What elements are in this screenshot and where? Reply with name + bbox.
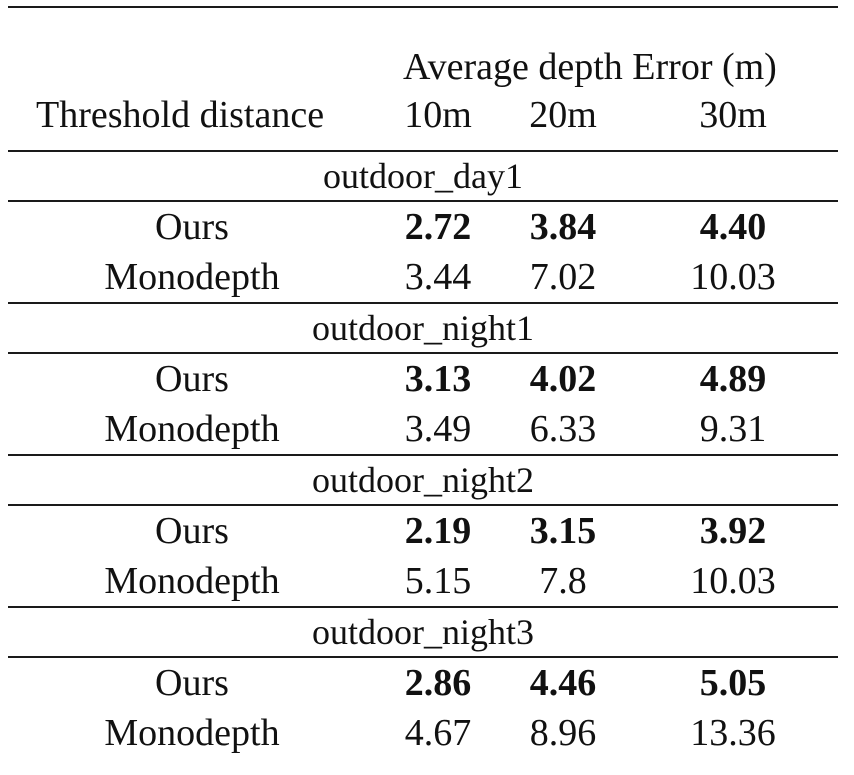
section-rule (8, 454, 838, 456)
method-name: Ours (155, 206, 229, 248)
method-name: Monodepth (104, 256, 280, 298)
section-name: outdoor_night3 (312, 612, 534, 652)
value-20m: 3.15 (529, 510, 597, 552)
value-30m: 4.40 (699, 206, 767, 248)
value-20m: 6.33 (529, 408, 597, 450)
value-30m: 10.03 (690, 560, 776, 602)
header-col-10m: 10m (404, 94, 472, 136)
header-span-label: Average depth Error (m) (403, 46, 777, 88)
method-name: Ours (155, 358, 229, 400)
value-30m: 3.92 (699, 510, 767, 552)
section-rule (8, 656, 838, 658)
table-row: Ours 2.86 4.46 5.05 (8, 658, 838, 708)
section-header: outdoor_night1 (8, 304, 838, 352)
table-row: Monodepth 3.44 7.02 10.03 (8, 252, 838, 302)
value-10m: 2.86 (404, 662, 472, 704)
value-20m: 3.84 (529, 206, 597, 248)
header-col-30m: 30m (699, 94, 767, 136)
section-rule (8, 606, 838, 608)
table-row: Ours 2.72 3.84 4.40 (8, 202, 838, 252)
value-10m: 3.49 (404, 408, 472, 450)
value-10m: 2.19 (404, 510, 472, 552)
table-row: Ours 2.19 3.15 3.92 (8, 506, 838, 556)
value-30m: 13.36 (690, 712, 776, 754)
value-10m: 3.13 (404, 358, 472, 400)
section-header: outdoor_night3 (8, 608, 838, 656)
section-rule (8, 200, 838, 202)
top-rule (8, 6, 838, 8)
value-20m: 8.96 (529, 712, 597, 754)
value-10m: 2.72 (404, 206, 472, 248)
value-30m: 10.03 (690, 256, 776, 298)
value-20m: 4.46 (529, 662, 597, 704)
value-20m: 7.8 (539, 560, 587, 602)
section-rule (8, 504, 838, 506)
results-table: Average depth Error (m) Threshold distan… (8, 6, 838, 758)
table-row: Monodepth 5.15 7.8 10.03 (8, 556, 838, 606)
method-name: Ours (155, 510, 229, 552)
value-30m: 9.31 (699, 408, 767, 450)
section-name: outdoor_night1 (312, 308, 534, 348)
section-name: outdoor_night2 (312, 460, 534, 500)
header-row-label: Threshold distance (36, 94, 325, 136)
section-header: outdoor_night2 (8, 456, 838, 504)
method-name: Ours (155, 662, 229, 704)
table-row: Monodepth 3.49 6.33 9.31 (8, 404, 838, 454)
section-rule (8, 302, 838, 304)
method-name: Monodepth (104, 560, 280, 602)
table-row: Monodepth 4.67 8.96 13.36 (8, 708, 838, 758)
value-30m: 4.89 (699, 358, 767, 400)
header-row: Average depth Error (m) Threshold distan… (8, 8, 838, 134)
section-header: outdoor_day1 (8, 152, 838, 200)
method-name: Monodepth (104, 712, 280, 754)
method-name: Monodepth (104, 408, 280, 450)
value-30m: 5.05 (699, 662, 767, 704)
value-20m: 4.02 (529, 358, 597, 400)
section-rule (8, 150, 838, 152)
table-row: Ours 3.13 4.02 4.89 (8, 354, 838, 404)
section-rule (8, 352, 838, 354)
value-10m: 4.67 (404, 712, 472, 754)
value-20m: 7.02 (529, 256, 597, 298)
value-10m: 5.15 (404, 560, 472, 602)
section-name: outdoor_day1 (323, 156, 523, 196)
value-10m: 3.44 (404, 256, 472, 298)
header-col-20m: 20m (529, 94, 597, 136)
